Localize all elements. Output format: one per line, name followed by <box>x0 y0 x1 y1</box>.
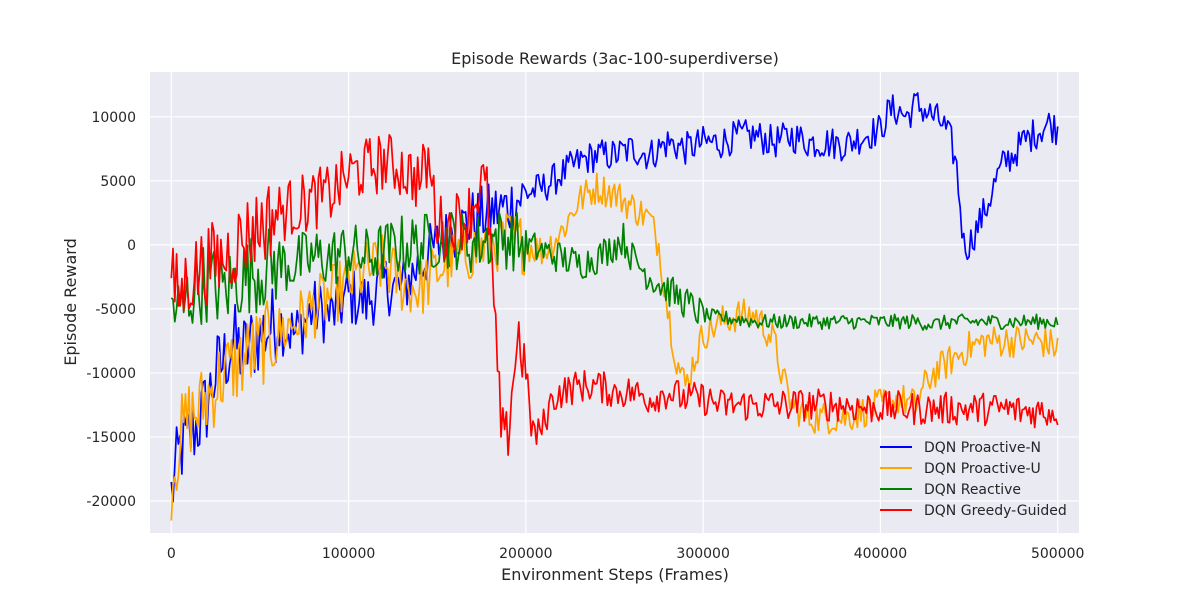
y-tick-label: 5000 <box>100 174 136 190</box>
legend-label: DQN Proactive-N <box>924 440 1041 456</box>
y-tick-label: -5000 <box>95 302 136 318</box>
y-tick-label: -15000 <box>86 430 136 446</box>
legend-label: DQN Reactive <box>924 482 1021 498</box>
x-tick-label: 300000 <box>676 546 729 562</box>
series-line-dqn-proactive-u <box>170 172 1059 521</box>
series-layer <box>170 92 1059 521</box>
legend: DQN Proactive-N DQN Proactive-U DQN Reacti… <box>880 440 1067 519</box>
y-tick-label: -10000 <box>86 366 136 382</box>
x-tick-label: 500000 <box>1031 546 1084 562</box>
x-tick-label: 200000 <box>499 546 552 562</box>
series-line-dqn-greedy-guided <box>170 134 1059 456</box>
x-axis-label: Environment Steps (Frames) <box>501 565 729 584</box>
x-tick-label: 100000 <box>322 546 375 562</box>
x-tick-label: 400000 <box>854 546 907 562</box>
chart-title: Episode Rewards (3ac-100-superdiverse) <box>451 49 779 68</box>
x-tick-label: 0 <box>167 546 176 562</box>
y-tick-label: 0 <box>127 238 136 254</box>
tick-labels: 0 100000 200000 300000 400000 500000-20000-15… <box>86 110 1084 562</box>
y-tick-label: 10000 <box>91 110 136 126</box>
legend-label: DQN Greedy-Guided <box>924 503 1067 519</box>
y-tick-label: -20000 <box>86 494 136 510</box>
series-line-dqn-reactive <box>170 211 1059 331</box>
y-axis-label: Episode Reward <box>61 238 80 366</box>
legend-label: DQN Proactive-U <box>924 461 1041 477</box>
